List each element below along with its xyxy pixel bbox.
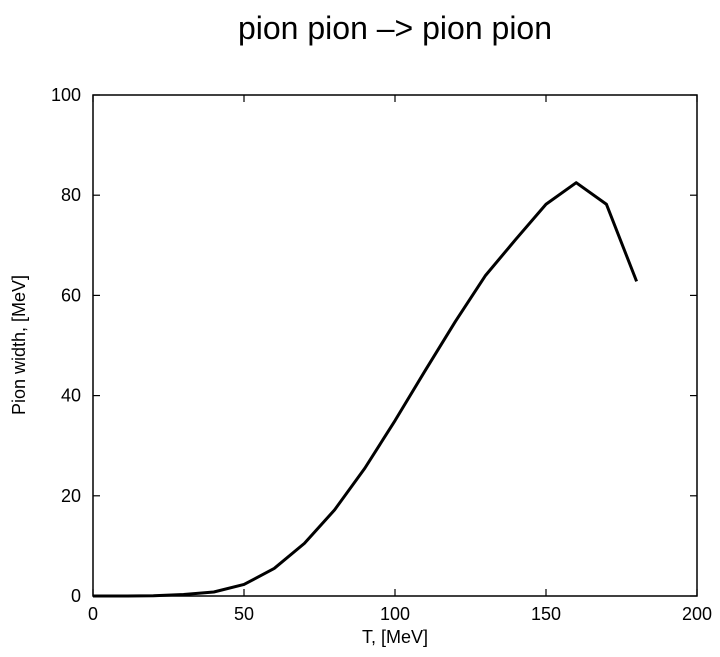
x-tick-label: 200 [682, 604, 712, 624]
y-tick-label: 40 [61, 386, 81, 406]
x-tick-label: 50 [234, 604, 254, 624]
y-tick-labels: 0 20 40 60 80 100 [51, 85, 81, 606]
y-axis-label: Pion width, [MeV] [9, 275, 29, 415]
x-tick-labels: 0 50 100 150 200 [88, 604, 712, 624]
y-tick-label: 20 [61, 486, 81, 506]
axis-ticks [92, 94, 698, 597]
y-tick-label: 0 [71, 586, 81, 606]
x-tick-label: 100 [380, 604, 410, 624]
chart-title: pion pion –> pion pion [238, 10, 552, 46]
series-line [93, 181, 638, 598]
y-tick-label: 100 [51, 85, 81, 105]
y-tick-label: 80 [61, 185, 81, 205]
x-tick-label: 150 [531, 604, 561, 624]
data-points [93, 183, 637, 597]
x-axis-label: T, [MeV] [362, 627, 428, 647]
y-tick-label: 60 [61, 285, 81, 305]
x-tick-label: 0 [88, 604, 98, 624]
plot-frame [92, 94, 698, 597]
